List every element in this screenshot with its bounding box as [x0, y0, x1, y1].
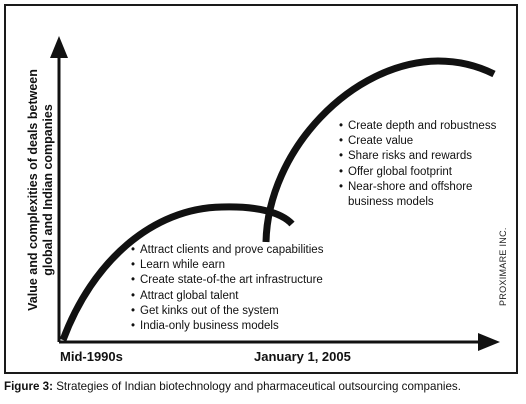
image-credit: PROXIMARE INC. [498, 227, 508, 306]
caption-text: Strategies of Indian biotechnology and p… [52, 380, 461, 393]
phase2-bullet-continuation: business models [348, 196, 434, 209]
figure-caption: Figure 3: Strategies of Indian biotechno… [4, 380, 524, 393]
phase2-bullet: Create depth and robustness [339, 119, 496, 134]
phase1-bullet: Create state-of-the art infrastructure [131, 273, 323, 288]
y-axis-label-line2: global and Indian companies [41, 104, 55, 276]
phase1-bullet-list: Attract clients and prove capabilities L… [131, 243, 323, 334]
phase2-curve [262, 57, 496, 243]
phase1-bullet: India-only business models [131, 319, 323, 334]
phase2-bullet: Offer global footprint [339, 165, 496, 180]
phase1-bullet: Get kinks out of the system [131, 304, 323, 319]
phase2-bullet: Share risks and rewards [339, 149, 496, 164]
caption-label: Figure 3: [4, 380, 53, 393]
phase1-bullet: Attract global talent [131, 289, 323, 304]
phase1-bullet: Attract clients and prove capabilities [131, 243, 323, 258]
x-axis-arrowhead [478, 333, 500, 351]
phase2-bullet: Create value [339, 134, 496, 149]
y-axis-arrowhead [50, 36, 68, 58]
x-tick-mid-1990s: Mid-1990s [60, 349, 123, 364]
x-tick-2005: January 1, 2005 [254, 349, 351, 364]
phase1-bullet: Learn while earn [131, 258, 323, 273]
y-axis-label-line1: Value and complexities of deals between [26, 69, 40, 311]
y-axis-label: Value and complexities of deals between … [26, 20, 56, 360]
phase2-bullet: Near-shore and offshore [339, 180, 496, 195]
phase2-bullet-list: Create depth and robustness Create value… [339, 119, 496, 210]
